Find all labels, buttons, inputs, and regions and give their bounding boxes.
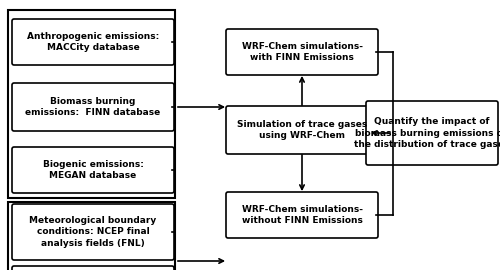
Text: Biogenic emissions:
MEGAN database: Biogenic emissions: MEGAN database (42, 160, 143, 180)
FancyBboxPatch shape (12, 204, 174, 260)
FancyBboxPatch shape (12, 19, 174, 65)
FancyBboxPatch shape (12, 266, 174, 270)
FancyBboxPatch shape (12, 83, 174, 131)
Text: WRF-Chem simulations-
with FINN Emissions: WRF-Chem simulations- with FINN Emission… (242, 42, 362, 62)
Text: Biomass burning
emissions:  FINN database: Biomass burning emissions: FINN database (26, 97, 160, 117)
Bar (8, 10, 175, 198)
Text: Meteorological boundary
conditions: NCEP final
analysis fields (FNL): Meteorological boundary conditions: NCEP… (30, 216, 156, 248)
Text: Quantify the impact of
biomass burning emissions on
the distribution of trace ga: Quantify the impact of biomass burning e… (354, 117, 500, 148)
Text: Simulation of trace gases
using WRF-Chem: Simulation of trace gases using WRF-Chem (237, 120, 367, 140)
FancyBboxPatch shape (226, 29, 378, 75)
FancyBboxPatch shape (226, 192, 378, 238)
Bar (8, 202, 175, 270)
Text: WRF-Chem simulations-
without FINN Emissions: WRF-Chem simulations- without FINN Emiss… (242, 205, 362, 225)
FancyBboxPatch shape (366, 101, 498, 165)
Text: Anthropogenic emissions:
MACCity database: Anthropogenic emissions: MACCity databas… (27, 32, 159, 52)
FancyBboxPatch shape (12, 147, 174, 193)
FancyBboxPatch shape (226, 106, 378, 154)
